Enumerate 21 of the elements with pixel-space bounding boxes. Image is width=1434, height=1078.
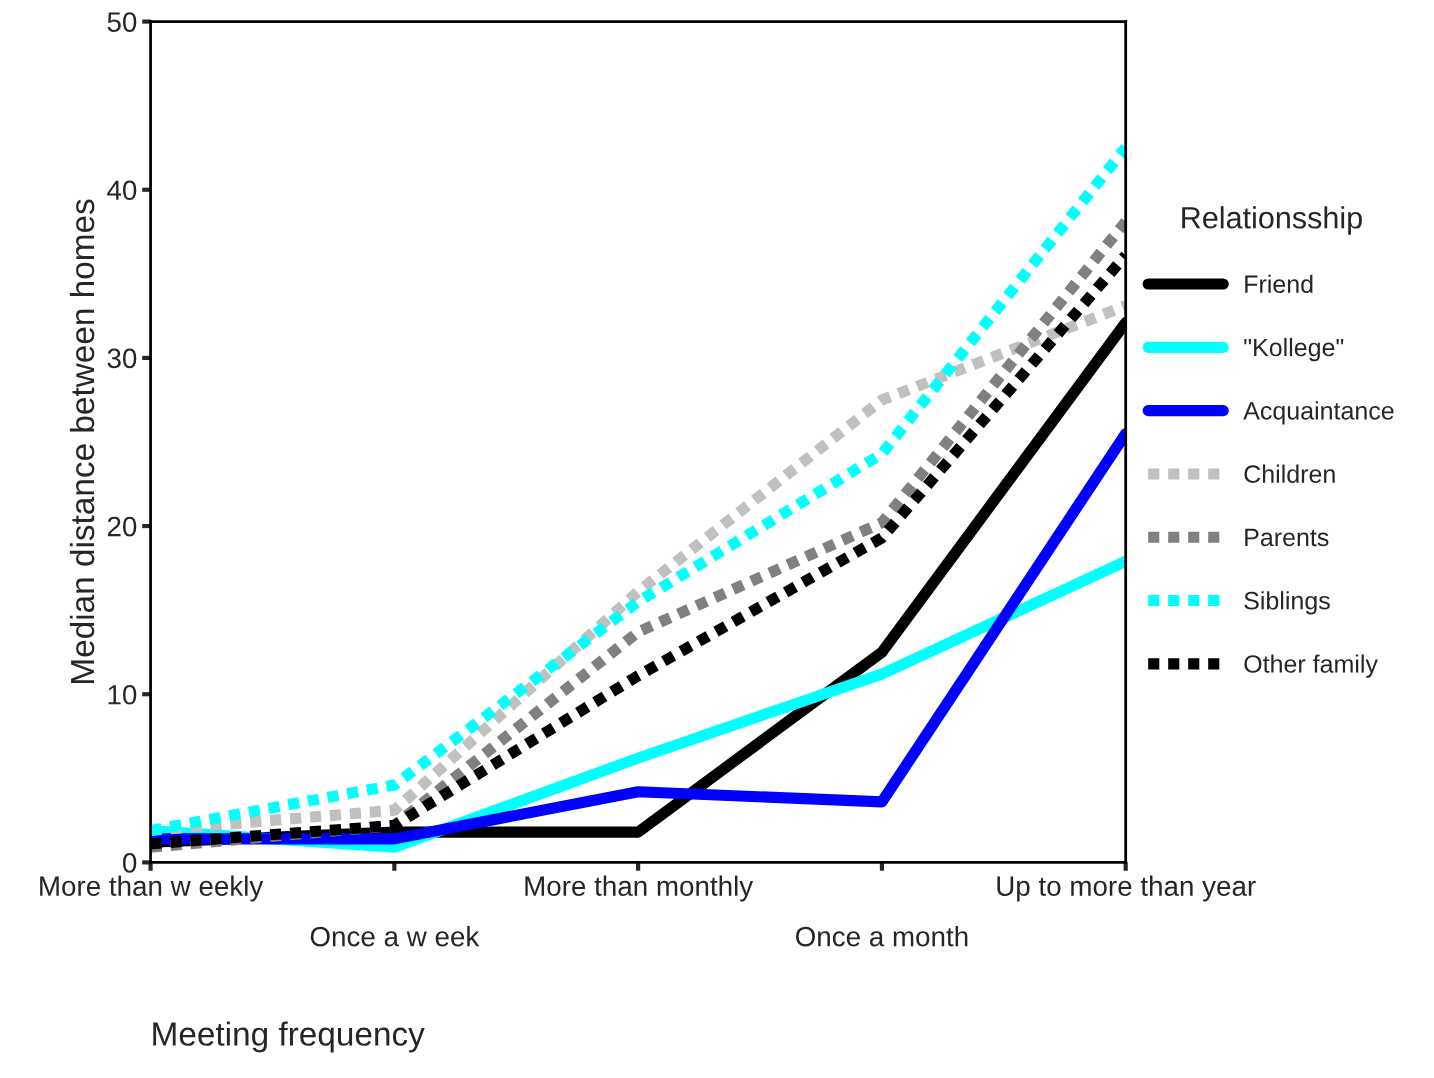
x-tick-label: More than monthly: [525, 875, 754, 902]
x-tick-label: Up to more than year: [997, 875, 1256, 902]
y-tick-label: 30: [107, 348, 137, 369]
y-axis-title: Median distance between homes: [69, 199, 95, 683]
legend-label: Children: [1244, 464, 1335, 483]
x-tick-label: Once a month: [795, 926, 968, 947]
legend-label: Acquaintance: [1243, 401, 1394, 425]
legend-label: Siblings: [1244, 591, 1330, 615]
legend-label: Parents: [1245, 528, 1329, 547]
y-tick-label: 50: [107, 12, 137, 32]
legend-label: "Kollege": [1244, 337, 1344, 362]
y-tick-label: 0: [123, 853, 137, 873]
x-axis-title: Meeting frequency: [153, 1021, 425, 1053]
legend-label: Other family: [1244, 654, 1378, 678]
legend-title: Relationsship: [1182, 206, 1362, 235]
y-tick-label: 20: [107, 516, 137, 537]
x-tick-label: More than w eekly: [40, 875, 264, 902]
y-tick-label: 10: [108, 684, 137, 705]
y-tick-label: 40: [107, 180, 137, 201]
x-tick-label: Once a w eek: [310, 926, 480, 947]
legend-label: Friend: [1245, 274, 1313, 294]
